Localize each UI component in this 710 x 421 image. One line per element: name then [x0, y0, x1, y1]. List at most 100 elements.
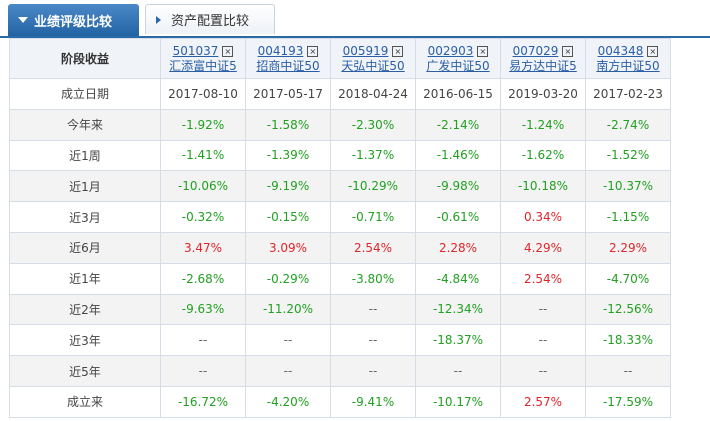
fund-header-004193: 004193 × 招商中证50: [245, 38, 331, 79]
remove-fund-icon[interactable]: ×: [647, 45, 659, 57]
return-cell: -9.63%: [160, 293, 246, 326]
row-label: 近3年: [9, 324, 161, 357]
return-cell: -1.24%: [500, 108, 586, 141]
fund-name-link[interactable]: 南方中证50: [596, 58, 660, 73]
row-label: 近1周: [9, 139, 161, 172]
fund-name-link[interactable]: 汇添富中证5: [169, 58, 237, 73]
return-cell: 2.54%: [330, 231, 416, 264]
chevron-down-icon: [18, 17, 28, 23]
remove-fund-icon[interactable]: ×: [477, 45, 489, 57]
return-cell: -2.30%: [330, 108, 416, 141]
table-row: 今年来 -1.92% -1.58% -2.30% -2.14% -1.24% -2.74%: [9, 108, 671, 141]
inception-date-cell: 2018-04-24: [330, 78, 416, 110]
tab-bar: 业绩评级比较 资产配置比较: [0, 0, 710, 38]
inception-date-cell: 2017-08-10: [160, 78, 246, 110]
header-label: 阶段收益: [9, 38, 161, 79]
fund-code-link[interactable]: 005919: [342, 43, 389, 58]
return-cell: --: [160, 355, 246, 387]
return-cell: -1.92%: [160, 108, 246, 141]
row-label: 今年来: [9, 108, 161, 141]
return-cell: --: [585, 355, 671, 387]
fund-header-002903: 002903 × 广发中证50: [415, 38, 501, 79]
tab-label: 业绩评级比较: [34, 14, 113, 30]
row-label: 近3月: [9, 201, 161, 233]
table-row: 近6月 3.47% 3.09% 2.54% 2.28% 4.29% 2.29%: [9, 231, 671, 264]
fund-header-005919: 005919 × 天弘中证50: [330, 38, 416, 79]
table-row: 成立来 -16.72% -4.20% -9.41% -10.17% 2.57% -17.59…: [9, 385, 671, 418]
inception-date-cell: 2016-06-15: [415, 78, 501, 110]
return-cell: -18.33%: [585, 324, 671, 357]
table-row: 近3月 -0.32% -0.15% -0.71% -0.61% 0.34% -1.15%: [9, 201, 671, 233]
return-cell: --: [500, 293, 586, 326]
table-body: 成立日期 2017-08-10 2017-05-17 2018-04-24 2016-0…: [9, 78, 671, 418]
return-cell: -10.37%: [585, 170, 671, 203]
return-cell: --: [415, 355, 501, 387]
chevron-right-icon: [156, 15, 161, 24]
return-cell: -9.98%: [415, 170, 501, 203]
return-cell: --: [245, 324, 331, 357]
row-label: 近1年: [9, 262, 161, 295]
fund-code-line: 004348 ×: [586, 44, 670, 59]
table-row: 近1月 -10.06% -9.19% -10.29% -9.98% -10.18% -10.…: [9, 170, 671, 203]
fund-code-line: 501037 ×: [161, 44, 245, 59]
return-cell: -10.17%: [415, 385, 501, 418]
remove-fund-icon[interactable]: ×: [222, 45, 234, 57]
fund-name-link[interactable]: 广发中证50: [426, 58, 490, 73]
return-cell: --: [160, 324, 246, 357]
table-row: 近2年 -9.63% -11.20% -- -12.34% -- -12.56%: [9, 293, 671, 326]
fund-code-link[interactable]: 501037: [172, 43, 219, 58]
return-cell: 3.47%: [160, 231, 246, 264]
fund-code-link[interactable]: 004348: [597, 43, 644, 58]
fund-name-link[interactable]: 易方达中证5: [509, 58, 577, 73]
return-cell: -18.37%: [415, 324, 501, 357]
fund-code-line: 007029 ×: [501, 44, 585, 59]
return-cell: -0.32%: [160, 201, 246, 233]
fund-code-line: 005919 ×: [331, 44, 415, 59]
fund-code-line: 004193 ×: [246, 44, 330, 59]
table-row: 成立日期 2017-08-10 2017-05-17 2018-04-24 2016-0…: [9, 78, 671, 110]
tab-performance-rating[interactable]: 业绩评级比较: [8, 4, 139, 36]
return-cell: -16.72%: [160, 385, 246, 418]
return-cell: 4.29%: [500, 231, 586, 264]
table-row: 近5年 -- -- -- -- -- --: [9, 355, 671, 387]
row-label: 成立日期: [9, 78, 161, 110]
return-cell: -3.80%: [330, 262, 416, 295]
row-label: 近6月: [9, 231, 161, 264]
return-cell: 2.54%: [500, 262, 586, 295]
return-cell: -12.34%: [415, 293, 501, 326]
return-cell: -10.18%: [500, 170, 586, 203]
return-cell: --: [330, 324, 416, 357]
table-row: 近1年 -2.68% -0.29% -3.80% -4.84% 2.54% -4.70%: [9, 262, 671, 295]
inception-date-cell: 2017-05-17: [245, 78, 331, 110]
return-cell: 2.29%: [585, 231, 671, 264]
fund-name-link[interactable]: 天弘中证50: [341, 58, 405, 73]
fund-name-link[interactable]: 招商中证50: [256, 58, 320, 73]
return-cell: -4.20%: [245, 385, 331, 418]
fund-code-link[interactable]: 002903: [427, 43, 474, 58]
fund-code-link[interactable]: 004193: [257, 43, 304, 58]
return-cell: -2.14%: [415, 108, 501, 141]
return-cell: -17.59%: [585, 385, 671, 418]
return-cell: -4.84%: [415, 262, 501, 295]
return-cell: -1.39%: [245, 139, 331, 172]
row-label: 成立来: [9, 385, 161, 418]
return-cell: -9.19%: [245, 170, 331, 203]
return-cell: -1.58%: [245, 108, 331, 141]
remove-fund-icon[interactable]: ×: [562, 45, 574, 57]
return-cell: -11.20%: [245, 293, 331, 326]
table-row: 近3年 -- -- -- -18.37% -- -18.33%: [9, 324, 671, 357]
return-cell: -0.29%: [245, 262, 331, 295]
return-cell: -2.74%: [585, 108, 671, 141]
tab-label: 资产配置比较: [171, 14, 250, 29]
row-label: 近1月: [9, 170, 161, 203]
return-cell: -9.41%: [330, 385, 416, 418]
fund-code-link[interactable]: 007029: [512, 43, 559, 58]
table-header-row: 阶段收益 501037 × 汇添富中证5 004193 × 招商中证50 005919 × 天弘…: [9, 38, 671, 79]
return-cell: -1.46%: [415, 139, 501, 172]
tab-asset-allocation[interactable]: 资产配置比较: [145, 4, 275, 34]
comparison-table: 阶段收益 501037 × 汇添富中证5 004193 × 招商中证50 005919 × 天弘…: [9, 38, 671, 418]
remove-fund-icon[interactable]: ×: [392, 45, 404, 57]
remove-fund-icon[interactable]: ×: [307, 45, 319, 57]
table-row: 近1周 -1.41% -1.39% -1.37% -1.46% -1.62% -1.52%: [9, 139, 671, 172]
return-cell: -1.52%: [585, 139, 671, 172]
